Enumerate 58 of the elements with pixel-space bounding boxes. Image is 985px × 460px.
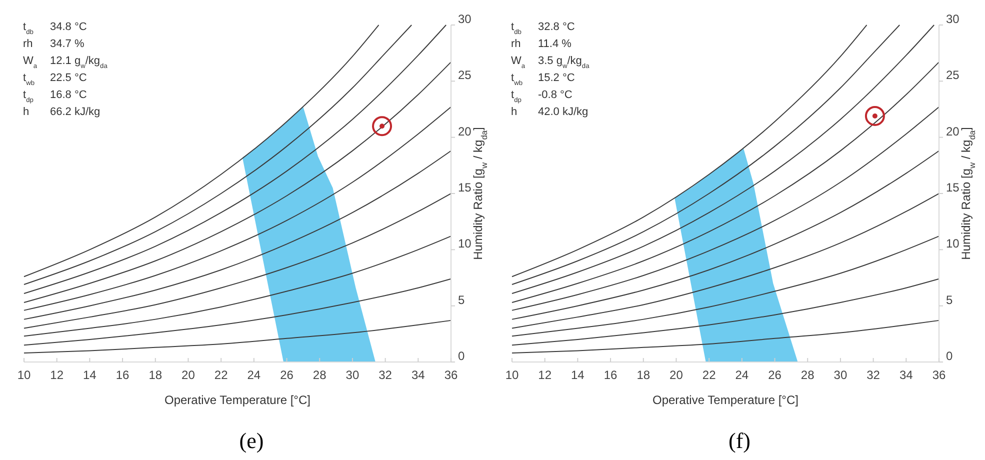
- text: t$_{db}$ 32.8 °C: [511, 21, 575, 36]
- y-tick-label: 10: [946, 236, 960, 251]
- x-tick-label: 32: [866, 368, 880, 382]
- y-tick-label: 30: [946, 12, 960, 26]
- text: t$_{db}$ 34.8 °C: [23, 21, 87, 36]
- x-tick-label: 34: [411, 368, 426, 382]
- x-tick-label: 28: [312, 368, 327, 382]
- x-tick-label: 22: [214, 368, 228, 382]
- x-tick-label: 10: [17, 368, 31, 382]
- text: h 66.2 kJ/kg: [23, 106, 100, 118]
- x-tick-label: 32: [378, 368, 392, 382]
- x-tick-label: 30: [834, 368, 848, 382]
- x-tick-label: 24: [247, 368, 261, 382]
- y-tick-label: 20: [458, 124, 472, 138]
- x-tick-label: 16: [116, 368, 130, 382]
- text: (f): [728, 428, 750, 453]
- x-tick-label: 12: [50, 368, 64, 382]
- text: h 42.0 kJ/kg: [511, 106, 588, 118]
- x-axis-title: Operative Temperature [°C]: [164, 393, 310, 407]
- y-tick-label: 0: [946, 349, 953, 363]
- y-tick-label: 5: [946, 292, 953, 307]
- text: rh 11.4 %: [511, 38, 572, 50]
- x-tick-label: 26: [280, 368, 294, 382]
- x-tick-label: 30: [346, 368, 360, 382]
- y-tick-label: 0: [458, 349, 465, 363]
- y-tick-label: 25: [458, 68, 472, 82]
- text: W$_{a}$ 3.5 g$_{w}$/kg$_{da}$: [511, 55, 590, 70]
- y-tick-label: 15: [458, 180, 472, 194]
- y-tick-label: 5: [458, 292, 465, 307]
- x-tick-label: 34: [899, 368, 914, 382]
- x-tick-label: 18: [148, 368, 162, 382]
- y-tick-label: 15: [946, 180, 960, 194]
- x-tick-label: 20: [670, 368, 684, 382]
- x-tick-label: 22: [702, 368, 716, 382]
- x-tick-label: 28: [800, 368, 815, 382]
- x-tick-label: 12: [538, 368, 552, 382]
- x-tick-label: 10: [505, 368, 519, 382]
- text: t$_{dp}$ -0.8 °C: [511, 89, 572, 104]
- x-tick-label: 16: [604, 368, 618, 382]
- x-tick-label: 36: [444, 368, 458, 382]
- x-tick-label: 18: [636, 368, 650, 382]
- y-tick-label: 25: [946, 68, 960, 82]
- y-tick-label: 30: [458, 12, 472, 26]
- text: t$_{wb}$ 15.2 °C: [511, 72, 575, 86]
- x-tick-label: 26: [768, 368, 782, 382]
- text: rh 34.7 %: [23, 38, 84, 50]
- x-tick-label: 24: [735, 368, 749, 382]
- x-tick-label: 14: [571, 368, 585, 382]
- y-tick-label: 10: [458, 236, 472, 251]
- x-tick-label: 14: [83, 368, 97, 382]
- x-tick-label: 20: [182, 368, 196, 382]
- text: W$_{a}$ 12.1 g$_{w}$/kg$_{da}$: [23, 55, 108, 70]
- text: (e): [239, 428, 264, 453]
- y-tick-label: 20: [946, 124, 960, 138]
- x-axis-title: Operative Temperature [°C]: [652, 393, 798, 407]
- text: t$_{dp}$ 16.8 °C: [23, 89, 87, 104]
- x-tick-label: 36: [932, 368, 946, 382]
- text: t$_{wb}$ 22.5 °C: [23, 72, 87, 86]
